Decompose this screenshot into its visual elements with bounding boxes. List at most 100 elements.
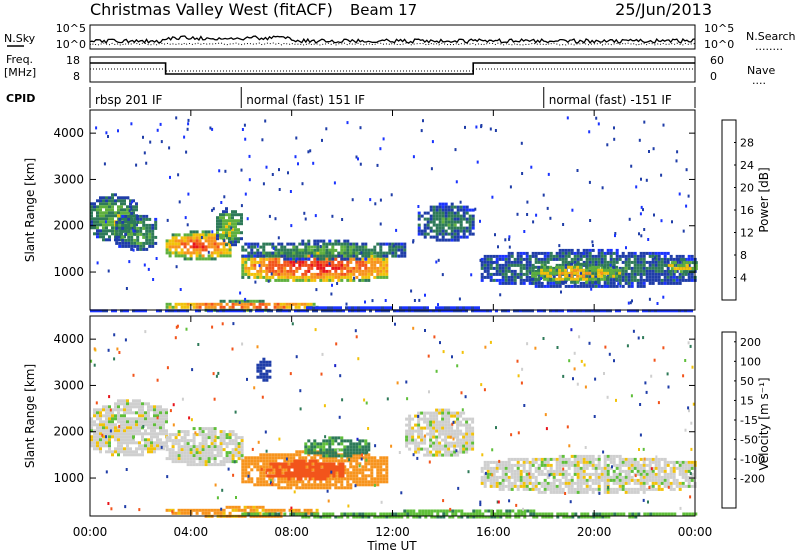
power-cell bbox=[102, 199, 105, 203]
velocity-cell bbox=[534, 487, 538, 491]
velocity-cell bbox=[96, 444, 99, 448]
velocity-cell bbox=[287, 477, 291, 481]
velocity-cell bbox=[361, 474, 365, 478]
power-cell bbox=[219, 309, 222, 313]
velocity-cell bbox=[105, 417, 108, 421]
velocity-cell bbox=[198, 451, 202, 455]
velocity-cell bbox=[162, 429, 165, 433]
velocity-cell bbox=[328, 480, 332, 484]
velocity-cell bbox=[335, 468, 339, 472]
velocity-cell bbox=[192, 442, 196, 446]
power-cell bbox=[603, 271, 607, 275]
power-scatter-point bbox=[155, 257, 158, 260]
power-cell bbox=[117, 199, 120, 203]
power-cell bbox=[654, 251, 658, 255]
power-cell bbox=[295, 278, 299, 282]
velocity-cell bbox=[552, 487, 556, 491]
velocity-cell bbox=[549, 466, 553, 470]
velocity-cell bbox=[558, 487, 562, 491]
power-cell bbox=[423, 306, 426, 310]
velocity-cell bbox=[585, 466, 589, 470]
velocity-cell bbox=[423, 453, 427, 457]
velocity-cell bbox=[417, 444, 421, 448]
power-cell bbox=[180, 305, 184, 309]
power-cell bbox=[280, 263, 284, 267]
velocity-cell bbox=[465, 447, 469, 451]
power-cell bbox=[222, 305, 226, 309]
power-cell bbox=[192, 302, 196, 306]
velocity-cell bbox=[480, 469, 484, 473]
velocity-cell bbox=[219, 433, 223, 437]
power-cell bbox=[283, 260, 287, 264]
velocity-cell bbox=[531, 472, 535, 476]
power-cell bbox=[682, 258, 686, 262]
power-scatter-point bbox=[244, 297, 247, 301]
power-cell bbox=[453, 309, 456, 313]
power-cell bbox=[447, 226, 451, 230]
velocity-cell bbox=[549, 472, 553, 476]
power-cell bbox=[588, 257, 592, 261]
power-cell bbox=[297, 305, 301, 309]
power-cell bbox=[670, 267, 674, 271]
velocity-cell bbox=[216, 445, 220, 449]
velocity-cell bbox=[648, 466, 652, 470]
power-cell bbox=[594, 275, 598, 279]
power-cell bbox=[642, 260, 646, 264]
velocity-cell bbox=[234, 460, 238, 464]
power-scatter-point bbox=[597, 122, 600, 126]
power-cell bbox=[546, 254, 550, 258]
velocity-cell bbox=[114, 417, 117, 421]
velocity-cell bbox=[135, 441, 138, 445]
power-cell bbox=[534, 269, 538, 273]
power-cell bbox=[355, 257, 359, 261]
power-cell bbox=[289, 248, 293, 252]
velocity-cell bbox=[141, 432, 144, 436]
velocity-cell bbox=[364, 456, 368, 460]
power-cell bbox=[216, 245, 220, 249]
power-cell bbox=[579, 284, 583, 288]
power-scatter-point bbox=[211, 127, 214, 131]
power-cell bbox=[145, 223, 149, 227]
power-scatter-point bbox=[395, 228, 398, 232]
velocity-cell bbox=[624, 475, 628, 479]
power-cell bbox=[117, 235, 120, 239]
power-scatter-point bbox=[238, 301, 241, 304]
velocity-cell bbox=[636, 469, 640, 473]
power-scatter-point bbox=[135, 163, 138, 167]
velocity-cell bbox=[504, 460, 508, 464]
velocity-cell bbox=[117, 399, 120, 403]
velocity-cell bbox=[135, 399, 138, 403]
velocity-cell bbox=[346, 445, 350, 449]
velocity-cell bbox=[141, 405, 144, 409]
velocity-cell bbox=[262, 456, 266, 460]
power-scatter-point bbox=[667, 266, 670, 270]
velocity-cell bbox=[585, 463, 589, 467]
velocity-cell bbox=[489, 484, 493, 488]
power-cell bbox=[639, 284, 643, 288]
power-cell bbox=[250, 260, 254, 264]
velocity-cell bbox=[213, 454, 217, 458]
power-cell bbox=[292, 260, 296, 264]
power-scatter-point bbox=[568, 274, 571, 277]
power-cell bbox=[612, 278, 616, 282]
velocity-cell bbox=[147, 444, 150, 448]
velocity-cell bbox=[600, 469, 604, 473]
power-cell bbox=[531, 263, 535, 267]
velocity-cell bbox=[268, 465, 272, 469]
velocity-cell bbox=[253, 456, 257, 460]
power-scatter-point bbox=[230, 241, 233, 244]
power-cell bbox=[142, 247, 146, 251]
power-cell bbox=[183, 302, 187, 306]
power-cell bbox=[618, 268, 622, 272]
power-cell bbox=[307, 242, 311, 246]
velocity-cell bbox=[201, 445, 205, 449]
velocity-cell bbox=[438, 447, 442, 451]
velocity-cell bbox=[334, 486, 338, 490]
power-cell bbox=[121, 238, 125, 242]
power-scatter-point bbox=[560, 290, 562, 294]
power-cell bbox=[630, 272, 634, 276]
power-cell bbox=[444, 208, 448, 212]
velocity-cell bbox=[304, 465, 308, 469]
velocity-cell bbox=[266, 474, 270, 478]
velocity-cell bbox=[281, 465, 285, 469]
